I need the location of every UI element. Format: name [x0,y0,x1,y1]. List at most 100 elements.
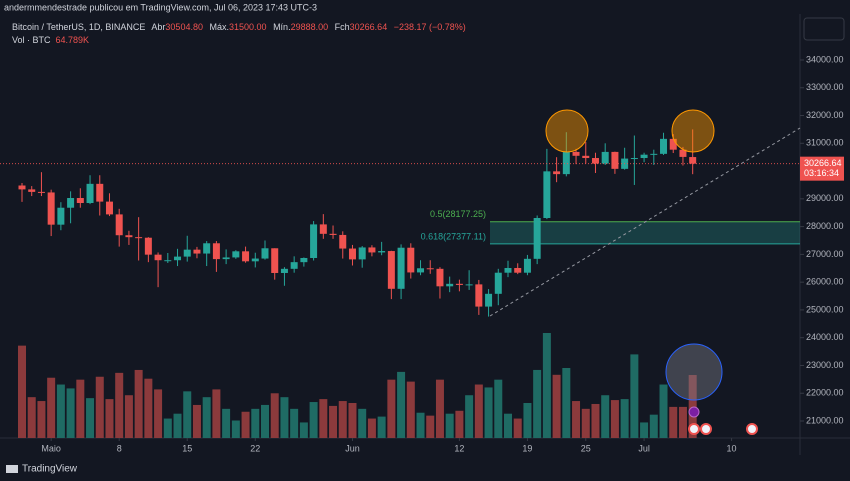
candle-body [553,171,561,175]
volume-bar [299,422,308,438]
ohlc-value: 29888.00 [291,22,329,32]
volume-bar [406,381,415,438]
event-icon [746,423,758,435]
candle-body [611,151,619,169]
publisher: andermmendestrade publicou em TradingVie… [4,2,317,12]
volume-bar [358,408,367,438]
y-tick-label: 24000.00 [806,332,844,342]
x-tick-label: 25 [581,443,591,453]
volume-bar [56,384,65,438]
candle-body [417,268,425,273]
y-tick-label: 34000.00 [806,54,844,64]
volume-bar [387,379,396,438]
volume-bar [465,395,474,438]
volume-bar [66,388,75,438]
candle-body [47,192,55,225]
candle-body [494,272,502,294]
x-tick-label: Jul [638,443,650,453]
x-tick-label: 8 [117,443,122,453]
highlight-circle [545,109,589,153]
candle-body [630,158,638,160]
y-tick-label: 22000.00 [806,388,844,398]
candle-body [280,268,288,273]
volume-bar [630,354,639,438]
volume-bar [678,406,687,438]
volume-bar [649,414,658,438]
volume-bar [231,420,240,438]
y-tick-label: 33000.00 [806,82,844,92]
candle-body [212,243,220,260]
volume-bar [115,372,124,438]
candle-body [310,224,318,258]
volume-bar [610,400,619,438]
candle-body [591,158,599,164]
volume-bar [484,387,493,438]
settings-button[interactable] [803,17,845,41]
volume-bar [367,418,376,438]
volume-bar [591,403,600,438]
volume-title: Vol · BTC [12,35,51,45]
volume-bar [474,384,483,438]
volume-bar [348,403,357,438]
volume-bar [86,398,95,438]
candle-body [660,138,668,154]
symbol-text: Bitcoin / TetherUS, 1D, BINANCE [12,22,145,32]
footer: TradingView [22,464,78,475]
volume-legend: Vol · BTC 64.789K [12,35,89,45]
volume-bar [523,403,532,438]
candle-body [96,183,104,202]
ohlc-label: Mín. [273,22,291,32]
volume-bar [562,368,571,438]
candle-body [251,258,259,262]
candle-body [28,189,36,192]
volume-bar [105,399,114,438]
ohlc-label: Máx. [209,22,229,32]
volume-bar [241,411,250,438]
x-tick-label: 15 [182,443,192,453]
candle-body [76,198,84,204]
candle-body [397,247,405,289]
volume-bar [445,413,454,438]
volume-bar [27,397,36,438]
volume-bar [154,389,163,438]
volume-bar [280,397,289,438]
y-tick-label: 25000.00 [806,304,844,314]
candle-body [387,251,395,289]
event-icon [688,406,700,418]
x-tick-label: 19 [522,443,532,453]
volume-bar [329,405,338,438]
event-icon [688,423,700,435]
volume-bar [397,371,406,438]
candle-body [105,201,113,215]
candle-body [504,267,512,273]
y-tick-label: 27000.00 [806,249,844,259]
volume-bar [47,377,56,438]
candle-body [446,283,454,287]
volume-bar [640,422,649,438]
candle-body [154,254,162,261]
ohlc-value: 30266.64 [350,22,388,32]
candle-body [339,234,347,249]
candle-body [174,256,182,261]
x-tick-label: 22 [250,443,260,453]
price-tag-countdown: 03:16:34 [804,168,839,178]
volume-bar [572,401,581,438]
volume-bar [552,374,561,438]
candle-body [67,198,75,208]
ohlc-label: Abr [151,22,165,32]
y-tick-label: 32000.00 [806,110,844,120]
candle-body [329,233,337,235]
volume-bar [144,378,153,438]
candle-body [543,171,551,219]
candle-body [86,183,94,204]
candle-body [640,154,648,159]
volume-bar [494,379,503,438]
candle-body [523,258,531,273]
volume-bar [290,408,299,438]
price-tag-value: 30266.64 [804,158,842,168]
candle-body [485,293,493,307]
volume-bar [309,402,318,438]
candle-body [582,155,590,159]
y-tick-label: 21000.00 [806,415,844,425]
